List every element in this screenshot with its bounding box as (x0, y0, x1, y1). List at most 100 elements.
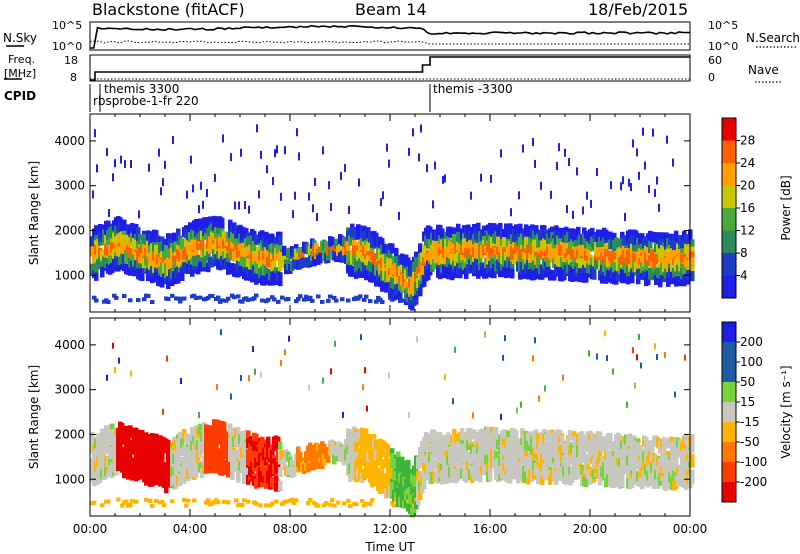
power-cell (524, 236, 529, 247)
cpid-event-2: rbsprobe-1-fr 220 (93, 94, 199, 108)
power-cell (518, 255, 523, 266)
power-cell (398, 211, 400, 220)
velocity-cell (270, 449, 275, 460)
power-cell (246, 297, 251, 302)
velocity-cell (564, 443, 569, 454)
power-cell (358, 267, 363, 278)
power-cell (534, 225, 539, 236)
power-cell (198, 295, 203, 300)
power-cell (228, 219, 233, 230)
power-cell (276, 145, 278, 154)
power-cell (560, 228, 565, 239)
nsearch-label: N.Search (746, 31, 800, 45)
velocity-cell (308, 384, 310, 391)
colorbar-tick-label: 24 (740, 156, 755, 170)
colorbar-segment (722, 163, 736, 186)
velocity-cell (564, 450, 569, 460)
velocity-cell (124, 499, 129, 504)
power-cell (600, 252, 605, 263)
velocity-cell (270, 501, 275, 506)
power-cell (272, 297, 277, 302)
power-cell (528, 263, 533, 273)
nsearch-tick-bottom: 10^0 (708, 40, 738, 53)
power-cell (368, 299, 373, 304)
velocity-cell (330, 498, 335, 503)
cpid-label: CPID (4, 89, 36, 103)
velocity-cell (388, 372, 390, 379)
velocity-cell (358, 465, 363, 476)
velocity-cell (324, 501, 329, 505)
velocity-cell (248, 443, 253, 454)
power-cell (492, 223, 497, 234)
velocity-cell (280, 359, 282, 366)
colorbar-segment (722, 253, 736, 276)
power-cell (586, 191, 588, 200)
power-cell (310, 298, 315, 303)
power-cell (460, 250, 465, 261)
velocity-cell (284, 349, 286, 356)
power-cell (626, 274, 631, 285)
power-cell (106, 220, 111, 231)
power-cell (380, 238, 385, 249)
velocity-cell (518, 447, 523, 458)
velocity-cell (230, 470, 235, 481)
velocity-cell (222, 421, 227, 432)
velocity-cell (260, 436, 265, 447)
power-cell (220, 218, 225, 229)
power-cell (120, 243, 125, 254)
velocity-cell (454, 433, 459, 444)
colorbar-segment (722, 208, 736, 231)
velocity-cell (566, 437, 571, 448)
velocity-cell (444, 443, 449, 454)
velocity-cell (370, 498, 375, 503)
velocity-cell (316, 458, 321, 469)
nave-label: Nave (748, 63, 779, 77)
velocity-cell (460, 443, 465, 454)
power-cell (208, 240, 213, 251)
power-cell (518, 269, 523, 280)
velocity-cell (144, 497, 149, 502)
velocity-cell (392, 503, 397, 508)
velocity-cell (184, 503, 189, 508)
power-cell (408, 147, 410, 156)
velocity-cell (240, 503, 245, 508)
power-cell (166, 297, 171, 301)
power-cell (206, 251, 211, 262)
power-cell (440, 228, 445, 239)
power-cell (304, 294, 309, 299)
velocity-cell (264, 478, 269, 489)
power-cell (188, 222, 193, 233)
velocity-cell (360, 498, 365, 503)
power-cell (598, 237, 603, 247)
power-cell (550, 226, 555, 237)
power-cell (414, 298, 419, 303)
velocity-cell (416, 470, 421, 481)
power-cell (462, 260, 467, 270)
velocity-cell (248, 375, 250, 382)
power-cell (690, 257, 695, 268)
velocity-cell (538, 395, 540, 402)
velocity-cell (220, 329, 222, 336)
power-cell (680, 238, 685, 249)
velocity-cell (182, 498, 187, 503)
power-cell (382, 243, 387, 254)
velocity-cell (186, 498, 191, 503)
velocity-cell (100, 503, 105, 508)
power-cell (414, 251, 419, 262)
colorbar-segment (722, 275, 736, 299)
power-cell (666, 276, 671, 287)
power-cell (176, 273, 181, 284)
power-cell (284, 146, 286, 155)
velocity-cell (464, 470, 469, 481)
power-ylabel: Slant Range [km] (27, 161, 41, 265)
velocity-cell (242, 457, 247, 468)
velocity-cell (438, 431, 443, 442)
power-cell (424, 243, 429, 254)
nsearch-tick-top: 10^5 (708, 19, 738, 32)
power-cell (280, 257, 285, 268)
velocity-cell (506, 430, 511, 441)
velocity-cell (250, 467, 255, 478)
velocity-cell (354, 432, 359, 443)
power-cell (116, 261, 121, 272)
